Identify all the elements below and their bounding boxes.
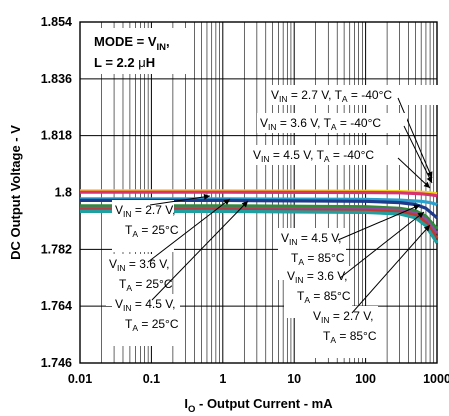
annotation-bg (250, 145, 400, 165)
y-tick-label: 1.782 (41, 242, 72, 256)
x-tick-label: 1000 (423, 372, 449, 386)
annotation-bg (112, 200, 174, 252)
annotation-arrowhead (417, 212, 424, 219)
annotation-text: VIN = 3.6 V, TA = -40°C (260, 116, 381, 132)
x-axis-title: IO - Output Current - mA (184, 396, 333, 415)
annotation-arrow (151, 200, 249, 301)
annotation: VIN = 3.6 V, TA = -40°C (257, 113, 433, 184)
annotation-text-vin: VIN = 2.7 V, (115, 203, 175, 219)
mode-box: MODE = VIN, L = 2.2 μH (88, 28, 192, 74)
annotation-text-vin: VIN = 4.5 V, (281, 231, 341, 247)
y-tick-label: 1.836 (41, 72, 72, 86)
x-tick-label: 100 (355, 372, 376, 386)
y-tick-label: 1.8 (55, 186, 72, 200)
annotation-text: VIN = 2.7 V, TA = -40°C (271, 88, 392, 104)
mode-box-bg (88, 28, 192, 74)
annotation-arrow (403, 125, 433, 184)
annotation-text-ta: TA = 25°C (125, 223, 179, 239)
y-tick-label: 1.818 (41, 129, 72, 143)
annotation-text-ta: TA = 85°C (291, 251, 345, 267)
mode-label: MODE = VIN, (94, 34, 170, 53)
series-group (80, 189, 439, 244)
annotation-arrow (149, 195, 211, 206)
annotation-arrow (339, 211, 425, 279)
annotation-arrowhead (241, 201, 248, 208)
annotation-arrowhead (423, 181, 430, 188)
series-line (80, 198, 439, 220)
annotation-bg (257, 113, 407, 133)
annotation-bg (310, 306, 378, 358)
series-line (80, 190, 438, 198)
x-tick-label: 0.01 (68, 372, 92, 386)
inductor-label: L = 2.2 μH (94, 55, 155, 70)
x-tick-label: 0.1 (143, 372, 160, 386)
annotation: VIN = 2.7 V, TA = 25°C (112, 193, 211, 252)
annotation-bg (268, 85, 440, 105)
annotation-arrowhead (203, 193, 210, 200)
tick-labels: 0.01 0.1 1 10 100 1000 1.854 1.836 1.818 1.8 1.782… (41, 15, 449, 386)
x-tick-label: 1 (219, 372, 226, 386)
annotations: VIN = 2.7 V, TA = -40°C VIN = 3.6 V, TA =… (106, 85, 440, 358)
y-axis-title: DC Output Voltage - V (8, 125, 23, 260)
annotation-arrowhead (423, 225, 430, 232)
y-tick-label: 1.764 (41, 299, 72, 313)
series-line (80, 204, 439, 230)
annotation-bg (112, 294, 180, 346)
annotation-text-ta: TA = 25°C (119, 277, 173, 293)
annotation-arrow (147, 198, 231, 263)
annotation-text: VIN = 4.5 V, TA = -40°C (253, 148, 374, 164)
annotation-arrowhead (413, 204, 420, 211)
annotation-arrowhead (223, 199, 230, 206)
y-tick-label: 1.854 (41, 15, 72, 29)
annotation-arrowhead (426, 171, 433, 178)
annotation-arrowhead (426, 176, 433, 183)
annotation-text-ta: TA = 85°C (323, 329, 377, 345)
axis-titles: IO - Output Current - mA DC Output Voltag… (8, 125, 333, 415)
annotation-text-vin: VIN = 2.7 V, (313, 309, 373, 325)
annotation-arrow (337, 204, 421, 241)
annotation: VIN = 2.7 V, TA = -40°C (268, 85, 440, 179)
annotation: VIN = 4.5 V, TA = -40°C (250, 145, 431, 189)
annotation-arrow (351, 224, 431, 314)
x-tick-label: 10 (287, 372, 301, 386)
annotation-text-vin: VIN = 3.6 V, (287, 269, 347, 285)
y-tick-label: 1.746 (41, 356, 72, 370)
annotation-arrow (397, 157, 431, 189)
annotation: VIN = 4.5 V, TA = 25°C (112, 200, 249, 346)
annotation-text-ta: TA = 85°C (297, 289, 351, 305)
annotation-arrow (397, 97, 433, 179)
annotation: VIN = 2.7 V, TA = 85°C (310, 224, 431, 358)
annotation-text-vin: VIN = 4.5 V, (115, 297, 175, 313)
annotation-text-ta: TA = 25°C (125, 317, 179, 333)
annotation-text-vin: VIN = 3.6 V, (109, 257, 169, 273)
